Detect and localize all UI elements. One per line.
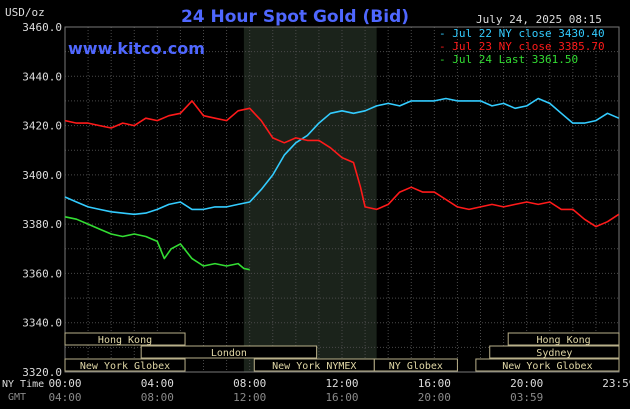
session-bar: New York Globex <box>64 358 186 372</box>
x-tick-label-ny: 08:00 <box>233 377 266 390</box>
y-tick-label: 3380.0 <box>22 218 62 231</box>
session-label: New York Globex <box>502 361 592 372</box>
date-label: July 24, 2025 08:15 <box>476 13 602 26</box>
session-label: New York NYMEX <box>272 361 356 372</box>
x-tick-label-gmt: 20:00 <box>418 391 451 404</box>
series-line <box>64 97 620 216</box>
legend-entry: - Jul 24 Last 3361.50 <box>439 53 578 66</box>
session-bar: Hong Kong <box>64 332 186 346</box>
session-label: Hong Kong <box>98 335 152 346</box>
grid-lines <box>65 26 619 373</box>
series-line <box>64 216 250 271</box>
x-tick-label-gmt: 16:00 <box>325 391 358 404</box>
session-bar: New York Globex <box>475 358 620 372</box>
session-bar: Sydney <box>489 345 620 359</box>
x-tick-label-ny: 23:59 <box>602 377 630 390</box>
website-label: www.kitco.com <box>68 39 205 58</box>
legend-entry: - Jul 23 NY close 3385.70 <box>439 40 605 53</box>
plot-frame <box>64 26 620 373</box>
x-tick-label-gmt: 08:00 <box>141 391 174 404</box>
y-tick-label: 3440.0 <box>22 70 62 83</box>
session-label: London <box>211 348 247 359</box>
x-tick-label-gmt: 03:59 <box>510 391 543 404</box>
y-tick-label: 3400.0 <box>22 169 62 182</box>
x-tick-label-ny: 20:00 <box>510 377 543 390</box>
gmt-row-label: GMT <box>8 392 26 403</box>
session-bar: New York NYMEX <box>253 358 375 372</box>
session-bar: Hong Kong <box>507 332 620 346</box>
session-label: Hong Kong <box>537 335 591 346</box>
session-label: NY Globex <box>389 361 443 372</box>
y-tick-label: 3360.0 <box>22 267 62 280</box>
y-axis: 3460.0 3440.0 3420.0 3400.0 3380.0 3360.0 3340… <box>22 21 62 379</box>
x-tick-label-gmt: 12:00 <box>233 391 266 404</box>
y-tick-label: 3320.0 <box>22 366 62 379</box>
price-series <box>64 97 620 271</box>
series-line <box>64 100 620 228</box>
x-tick-label-ny: 12:00 <box>325 377 358 390</box>
session-bar-box <box>489 345 620 359</box>
legend: - Jul 22 NY close 3430.40- Jul 23 NY clo… <box>439 27 605 66</box>
session-bar-box <box>373 358 458 372</box>
session-bar-box <box>140 345 318 359</box>
session-bar: London <box>140 345 318 359</box>
session-bar-box <box>475 358 620 372</box>
x-axis: 00:0004:0008:0012:0016:0020:0023:5904:00… <box>2 377 630 404</box>
session-bar-box <box>64 332 186 346</box>
y-tick-label: 3340.0 <box>22 317 62 330</box>
x-tick-label-gmt: 04:00 <box>48 391 81 404</box>
x-tick-label-ny: 16:00 <box>418 377 451 390</box>
session-bar: NY Globex <box>373 358 458 372</box>
x-tick-label-ny: 00:00 <box>48 377 81 390</box>
session-bar-box <box>507 332 620 346</box>
chart-title: 24 Hour Spot Gold (Bid) <box>181 7 409 27</box>
ny-time-row-label: NY Time <box>2 379 44 390</box>
session-bar-box <box>64 358 186 372</box>
session-label: Sydney <box>536 348 572 359</box>
y-tick-label: 3460.0 <box>22 21 62 34</box>
legend-entry: - Jul 22 NY close 3430.40 <box>439 27 605 40</box>
y-tick-label: 3420.0 <box>22 120 62 133</box>
x-tick-label-ny: 04:00 <box>141 377 174 390</box>
y-unit-label: USD/oz <box>5 6 45 19</box>
session-label: New York Globex <box>80 361 170 372</box>
trading-sessions: Hong Kong London New York Globex New York N… <box>64 332 620 372</box>
